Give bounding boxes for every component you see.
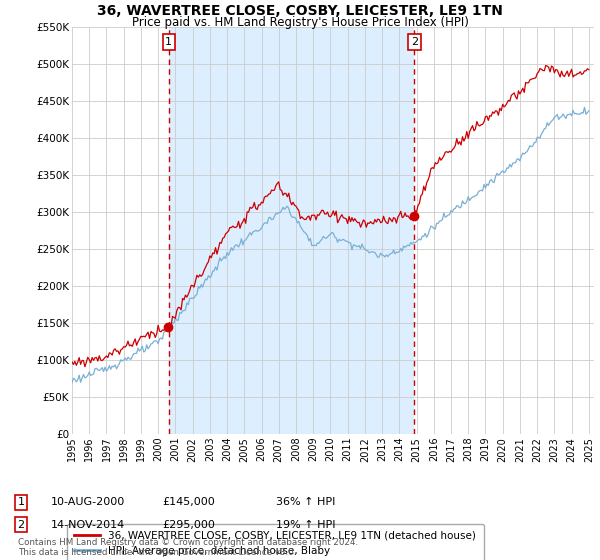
Text: 36% ↑ HPI: 36% ↑ HPI xyxy=(276,497,335,507)
Text: 1: 1 xyxy=(17,497,25,507)
Text: £145,000: £145,000 xyxy=(162,497,215,507)
Text: 14-NOV-2014: 14-NOV-2014 xyxy=(51,520,125,530)
Text: Contains HM Land Registry data © Crown copyright and database right 2024.
This d: Contains HM Land Registry data © Crown c… xyxy=(18,538,358,557)
Bar xyxy=(169,27,415,434)
Text: £295,000: £295,000 xyxy=(162,520,215,530)
Legend: 36, WAVERTREE CLOSE, COSBY, LEICESTER, LE9 1TN (detached house), HPI: Average pr: 36, WAVERTREE CLOSE, COSBY, LEICESTER, L… xyxy=(67,524,484,560)
Text: 2: 2 xyxy=(17,520,25,530)
Text: Price paid vs. HM Land Registry's House Price Index (HPI): Price paid vs. HM Land Registry's House … xyxy=(131,16,469,29)
Text: 19% ↑ HPI: 19% ↑ HPI xyxy=(276,520,335,530)
Text: 1: 1 xyxy=(166,37,172,47)
Text: 2: 2 xyxy=(411,37,418,47)
Text: 36, WAVERTREE CLOSE, COSBY, LEICESTER, LE9 1TN: 36, WAVERTREE CLOSE, COSBY, LEICESTER, L… xyxy=(97,4,503,18)
Text: 10-AUG-2000: 10-AUG-2000 xyxy=(51,497,125,507)
